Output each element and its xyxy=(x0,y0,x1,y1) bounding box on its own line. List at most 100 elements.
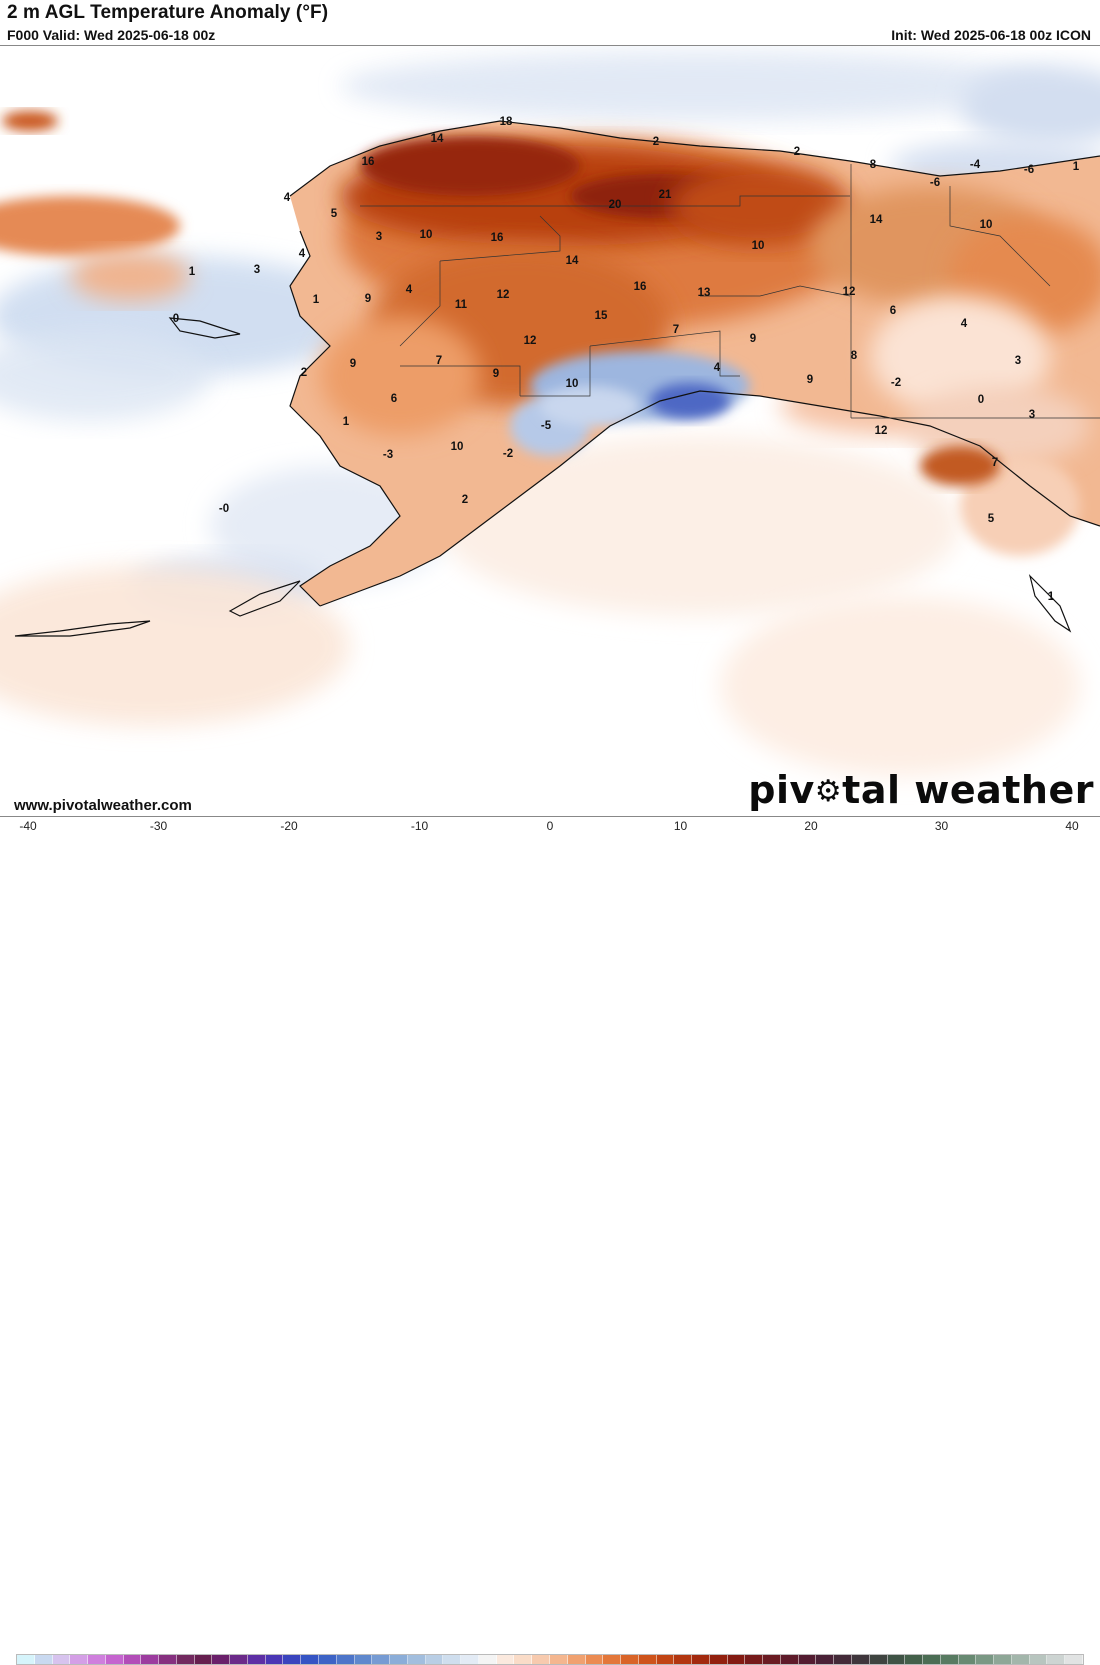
anomaly-value-label: 7 xyxy=(992,457,998,469)
anomaly-value-label: 14 xyxy=(431,133,444,145)
colorbar-swatch xyxy=(851,1655,870,1664)
colorbar-swatch xyxy=(834,1655,852,1664)
anomaly-value-label: 2 xyxy=(301,367,307,379)
anomaly-value-label: 15 xyxy=(595,310,608,322)
anomaly-value-label: 9 xyxy=(807,374,813,386)
colorbar-swatch xyxy=(443,1655,462,1664)
colorbar xyxy=(16,1654,1084,1665)
anomaly-value-label: 9 xyxy=(350,358,356,370)
anomaly-value-label: 16 xyxy=(634,281,647,293)
alaska-land xyxy=(290,121,1100,606)
colorbar-swatch xyxy=(887,1655,906,1664)
brand-text-right: tal weather xyxy=(842,768,1094,812)
colorbar-swatch xyxy=(798,1655,817,1664)
colorbar-swatch xyxy=(34,1655,53,1664)
colorbar-swatch xyxy=(390,1655,408,1664)
anomaly-value-label: 4 xyxy=(406,284,413,296)
anomaly-value-label: 5 xyxy=(331,208,338,220)
anomaly-value-label: 20 xyxy=(609,199,622,211)
anomaly-value-label: 9 xyxy=(493,368,499,380)
website-url[interactable]: www.pivotalweather.com xyxy=(14,797,192,814)
colorbar-swatch xyxy=(727,1655,746,1664)
map-title: 2 m AGL Temperature Anomaly (°F) xyxy=(7,2,329,23)
colorbar-swatch xyxy=(958,1655,977,1664)
anomaly-value-label: -6 xyxy=(930,177,940,189)
anomaly-value-label: 2 xyxy=(653,136,659,148)
anomaly-value-label: 10 xyxy=(420,229,433,241)
anomaly-value-label: 9 xyxy=(365,293,371,305)
colorbar-swatch xyxy=(283,1655,302,1664)
colorbar-swatch xyxy=(621,1655,639,1664)
colorbar-swatch xyxy=(869,1655,888,1664)
anomaly-value-label: 8 xyxy=(851,350,858,362)
colorbar-swatch xyxy=(230,1655,248,1664)
colorbar-swatch xyxy=(372,1655,391,1664)
anomaly-value-label: 5 xyxy=(988,513,995,525)
colorbar-swatch xyxy=(1047,1655,1066,1664)
anomaly-value-label: 10 xyxy=(980,219,993,231)
anomaly-value-label: 11 xyxy=(455,299,468,311)
anomaly-value-label: 4 xyxy=(961,318,968,330)
anomaly-value-label: 10 xyxy=(566,378,579,390)
anomaly-value-label: 0 xyxy=(978,394,984,406)
colorbar-swatch xyxy=(478,1655,497,1664)
gear-icon: ⚙ xyxy=(814,774,843,809)
anomaly-value-label: 10 xyxy=(752,240,765,252)
anomaly-value-label: 12 xyxy=(497,289,510,301)
colorbar-swatch xyxy=(301,1655,320,1664)
colorbar-swatch xyxy=(816,1655,835,1664)
legend-tick-label: 30 xyxy=(934,819,949,833)
colorbar-swatch xyxy=(567,1655,586,1664)
colorbar-swatch xyxy=(141,1655,160,1664)
anomaly-value-label: -3 xyxy=(383,449,393,461)
colorbar-swatch xyxy=(354,1655,373,1664)
anomaly-value-label: 9 xyxy=(750,333,756,345)
anomaly-value-label: 16 xyxy=(362,156,375,168)
legend-tick-label: 20 xyxy=(804,819,818,833)
colorbar-swatch xyxy=(549,1655,568,1664)
colorbar-swatch xyxy=(123,1655,142,1664)
colorbar-swatch xyxy=(709,1655,728,1664)
colorbar-swatch xyxy=(585,1655,604,1664)
anomaly-value-label: 1 xyxy=(343,416,350,428)
colorbar-swatch xyxy=(194,1655,213,1664)
anomaly-value-label: 4 xyxy=(299,248,306,260)
anomaly-value-label: 4 xyxy=(284,192,291,204)
colorbar-swatch xyxy=(674,1655,693,1664)
anomaly-value-label: -6 xyxy=(1024,164,1034,176)
anomaly-value-label: 14 xyxy=(870,214,883,226)
colorbar-swatch xyxy=(532,1655,550,1664)
colorbar-swatch xyxy=(319,1655,337,1664)
anomaly-value-label: -2 xyxy=(891,377,901,389)
valid-time: F000 Valid: Wed 2025-06-18 00z xyxy=(7,27,216,43)
anomaly-value-label: 8 xyxy=(870,159,877,171)
colorbar-swatch xyxy=(692,1655,710,1664)
anomaly-value-label: 16 xyxy=(491,232,504,244)
colorbar-swatch xyxy=(1029,1655,1048,1664)
anomaly-value-label: 2 xyxy=(462,494,468,506)
colorbar-swatch xyxy=(656,1655,675,1664)
anomaly-value-label: -0 xyxy=(219,503,229,515)
anomaly-value-label: 12 xyxy=(843,286,856,298)
anomaly-value-label: -4 xyxy=(970,159,981,171)
anomaly-value-label: 18 xyxy=(500,116,513,128)
anomaly-map[interactable]: 18 14 16 2 2 8 -4 -6 1 -6 4 5 20 21 14 10 10 3 16 10 4 3 1 14 16… xyxy=(0,45,1100,817)
legend-tick-label: 40 xyxy=(1065,819,1079,833)
anomaly-value-label: 2 xyxy=(794,146,800,158)
legend-tick-label: 10 xyxy=(673,819,688,833)
colorbar-swatch xyxy=(745,1655,764,1664)
anomaly-value-label: -5 xyxy=(541,420,552,432)
colorbar-swatch xyxy=(265,1655,284,1664)
anomaly-value-label: 21 xyxy=(659,189,672,201)
colorbar-swatch xyxy=(176,1655,195,1664)
anomaly-value-label: 1 xyxy=(1048,591,1055,603)
colorbar-swatch xyxy=(17,1655,35,1664)
colorbar-swatch xyxy=(247,1655,266,1664)
legend-tick-label: -10 xyxy=(410,819,429,833)
colorbar-swatch xyxy=(514,1655,533,1664)
colorbar-swatch xyxy=(780,1655,799,1664)
colorbar-swatch xyxy=(336,1655,355,1664)
colorbar-swatch xyxy=(212,1655,231,1664)
colorbar-swatch xyxy=(1011,1655,1030,1664)
colorbar-swatch xyxy=(763,1655,781,1664)
